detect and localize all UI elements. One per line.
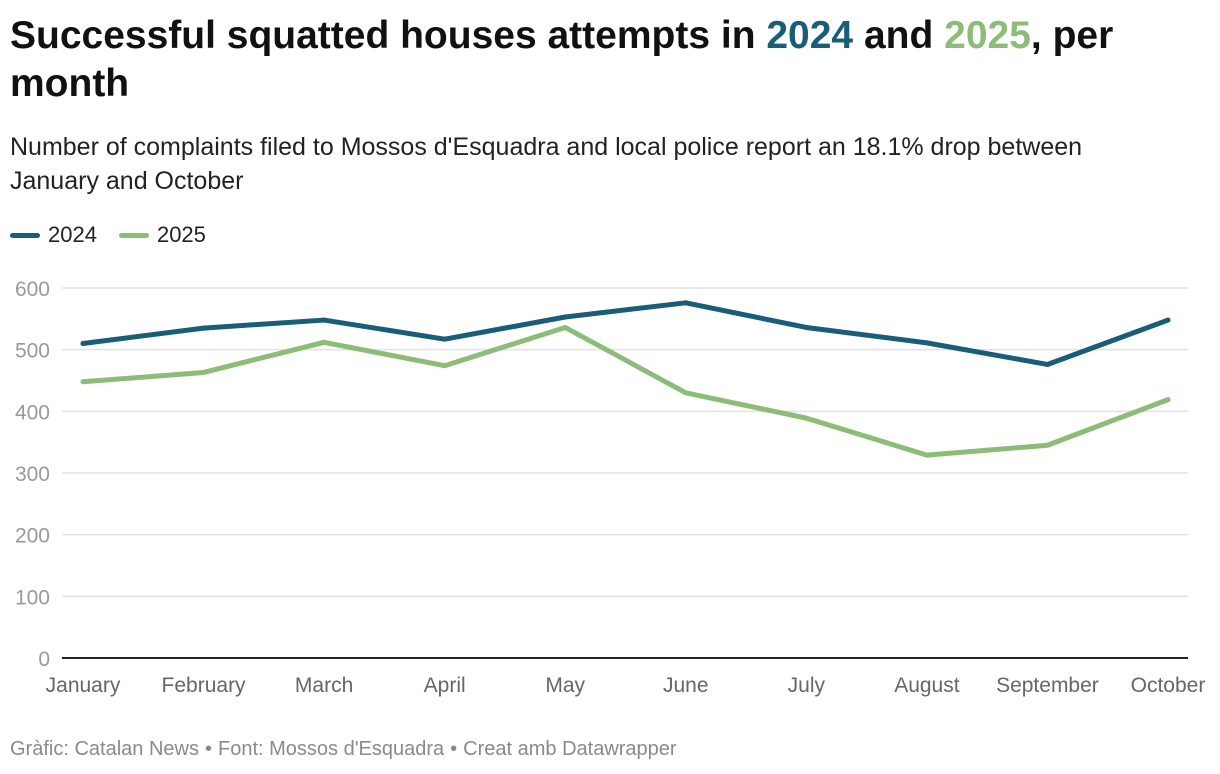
data-point-2025 <box>1165 397 1171 403</box>
title-part-2: and <box>853 14 945 57</box>
chart-title: Successful squatted houses attempts in 2… <box>10 12 1210 108</box>
x-tick-label: August <box>894 674 960 697</box>
data-point-2024 <box>1044 361 1050 367</box>
y-tick-label: 100 <box>15 586 50 609</box>
x-tick-label: February <box>162 674 247 697</box>
legend-item-2025: 2025 <box>118 222 206 248</box>
x-tick-label: September <box>996 674 1099 697</box>
footer-separator: • <box>204 738 212 760</box>
data-point-2025 <box>562 324 568 330</box>
legend-swatch-2024 <box>10 232 40 238</box>
chart-footer: Gràfic: Catalan News • Font: Mossos d'Esqu… <box>10 738 677 761</box>
data-point-2025 <box>803 415 809 421</box>
series-line-2024 <box>80 300 1171 367</box>
x-tick-label: July <box>788 674 826 697</box>
data-point-2024 <box>924 340 930 346</box>
y-tick-label: 200 <box>15 525 50 548</box>
title-year-2024: 2024 <box>766 14 854 57</box>
x-tick-label: June <box>663 674 709 697</box>
footer-tool-credit: Creat amb Datawrapper <box>463 738 677 760</box>
footer-source: Font: Mossos d'Esquadra <box>217 738 445 760</box>
legend-swatch-2025 <box>118 232 149 238</box>
x-tick-label: March <box>295 674 353 697</box>
data-point-2025 <box>924 452 930 458</box>
footer-graphic-credit: Gràfic: Catalan News <box>10 738 199 760</box>
title-part-3: , per month <box>10 14 1114 105</box>
data-point-2024 <box>321 317 327 323</box>
data-point-2024 <box>803 324 809 330</box>
data-point-2025 <box>683 390 689 396</box>
chart-subtitle: Number of complaints filed to Mossos d'E… <box>10 133 1083 195</box>
data-point-2024 <box>442 336 448 342</box>
title-part-1: Successful squatted houses attempts in <box>10 14 767 57</box>
y-tick-label: 400 <box>15 401 50 424</box>
chart-legend: 2024 2025 <box>10 222 206 248</box>
data-point-2024 <box>683 300 689 306</box>
y-tick-label: 0 <box>38 648 50 671</box>
data-point-2025 <box>442 363 448 369</box>
legend-item-2024: 2024 <box>10 222 97 248</box>
data-point-2025 <box>80 379 86 385</box>
data-point-2024 <box>1165 317 1171 323</box>
data-point-2024 <box>562 314 568 320</box>
x-tick-label: October <box>1131 674 1206 697</box>
y-tick-label: 300 <box>15 463 50 486</box>
data-point-2025 <box>1044 442 1050 448</box>
footer-separator: • <box>450 738 458 760</box>
x-tick-label: January <box>46 674 121 697</box>
y-tick-label: 500 <box>15 340 50 363</box>
y-tick-label: 600 <box>15 278 50 301</box>
data-point-2024 <box>201 325 207 331</box>
x-tick-label: May <box>545 674 585 697</box>
data-point-2024 <box>80 341 86 346</box>
legend-label-2025: 2025 <box>156 222 206 247</box>
legend-label-2024: 2024 <box>48 222 97 247</box>
data-point-2025 <box>201 369 207 375</box>
line-chart: 0 100 200 300 400 500 600 January February March A… <box>15 278 1206 697</box>
data-point-2025 <box>321 339 327 345</box>
series-line-2025 <box>80 324 1171 458</box>
title-year-2025: 2025 <box>944 14 1031 57</box>
x-tick-label: April <box>424 674 466 697</box>
